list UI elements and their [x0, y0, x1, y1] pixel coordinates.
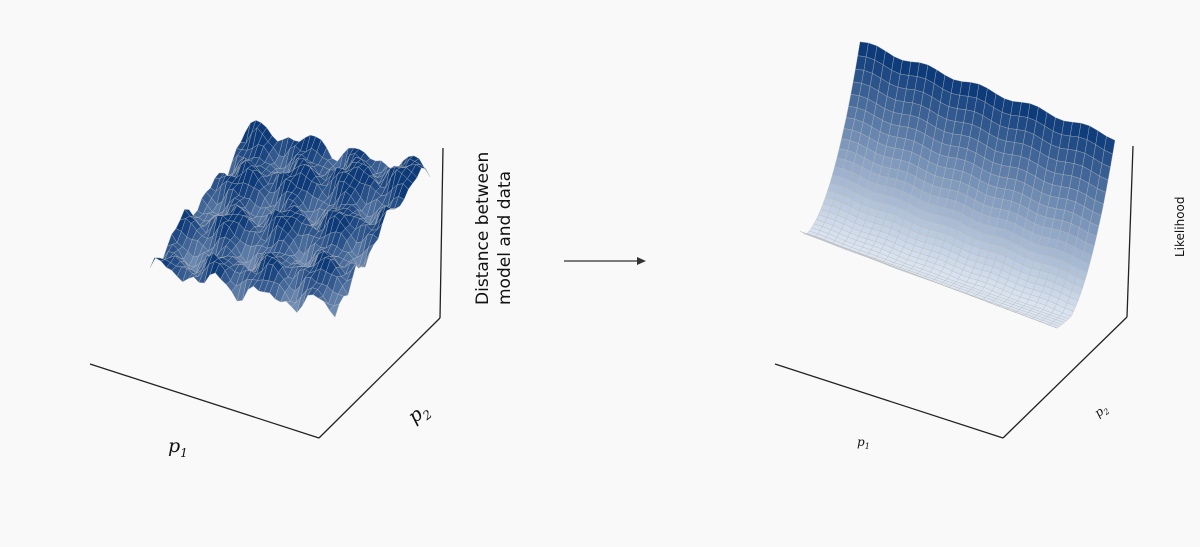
transform-arrow — [564, 257, 646, 265]
right-x-axis-label: p1 — [857, 435, 870, 451]
right-surface — [799, 41, 1116, 329]
right-3d-plot: p1 p2 Likelihood — [774, 41, 1187, 451]
right-y-axis-label: p2 — [1092, 401, 1112, 421]
left-3d-plot: p1 p2 Distance between model and data — [89, 119, 515, 460]
left-z-axis-line — [439, 147, 444, 319]
right-x-axis-line — [774, 363, 1004, 439]
left-z-axis-label: Distance between model and data — [473, 146, 515, 305]
right-y-axis-line — [1002, 316, 1128, 439]
left-y-axis-label: p2 — [404, 398, 435, 430]
left-x-axis-line — [89, 363, 320, 439]
left-y-axis-line — [318, 317, 441, 439]
left-surface — [149, 119, 431, 318]
arrow-head-icon — [637, 257, 646, 265]
right-z-axis-label: Likelihood — [1173, 197, 1187, 258]
right-z-axis-line — [1126, 145, 1134, 318]
left-x-axis-label: p1 — [168, 435, 188, 460]
